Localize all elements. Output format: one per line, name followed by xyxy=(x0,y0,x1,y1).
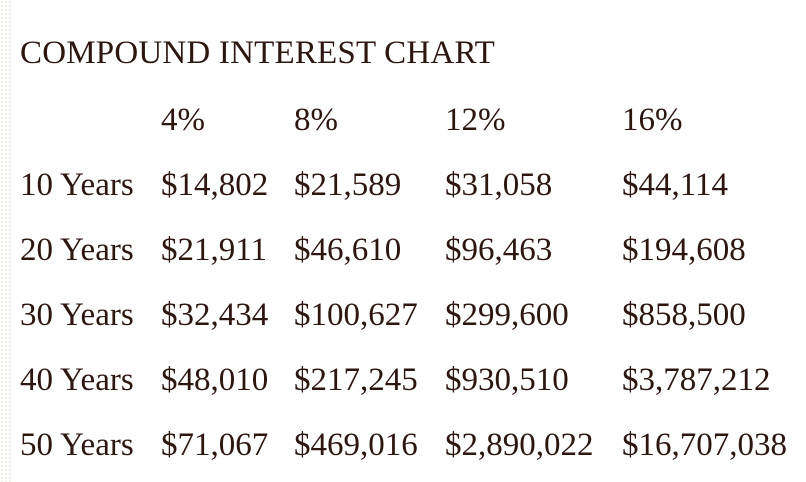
row-label: 50 Years xyxy=(20,427,134,463)
left-edge-texture xyxy=(0,0,12,482)
value-cell: $858,500 xyxy=(622,297,746,333)
table-row: 30 Years $32,434 $100,627 $299,600 $858,500 xyxy=(20,283,806,348)
value-cell: $21,589 xyxy=(294,167,402,203)
value-cell: $96,463 xyxy=(445,232,553,268)
value-cell: $44,114 xyxy=(622,167,729,203)
value-cell: $217,245 xyxy=(294,362,418,398)
value-cell: $21,911 xyxy=(161,232,268,268)
value-cell: $299,600 xyxy=(445,297,569,333)
table-row: 10 Years $14,802 $21,589 $31,058 $44,114 xyxy=(20,153,806,218)
row-label: 20 Years xyxy=(20,232,134,268)
column-header: 4% xyxy=(161,102,205,138)
value-cell: $32,434 xyxy=(161,297,269,333)
row-label: 40 Years xyxy=(20,362,134,398)
value-cell: $3,787,212 xyxy=(622,362,771,398)
value-cell: $31,058 xyxy=(445,167,553,203)
value-cell: $194,608 xyxy=(622,232,746,268)
column-header: 16% xyxy=(622,102,683,138)
value-cell: $469,016 xyxy=(294,427,418,463)
header-row: 4% 8% 12% 16% xyxy=(20,88,806,153)
row-label: 10 Years xyxy=(20,167,134,203)
value-cell: $930,510 xyxy=(445,362,569,398)
value-cell: $71,067 xyxy=(161,427,269,463)
column-header: 12% xyxy=(445,102,506,138)
value-cell: $46,610 xyxy=(294,232,402,268)
value-cell: $14,802 xyxy=(161,167,269,203)
column-header: 8% xyxy=(294,102,338,138)
value-cell: $16,707,038 xyxy=(622,427,787,463)
table-row: 40 Years $48,010 $217,245 $930,510 $3,787,21… xyxy=(20,348,806,413)
corner-cell xyxy=(20,88,161,153)
page-title: COMPOUND INTEREST CHART xyxy=(20,35,496,71)
row-label: 30 Years xyxy=(20,297,134,333)
compound-interest-table: 4% 8% 12% 16% 10 Years $14,802 $21,589 $31,058… xyxy=(20,88,806,478)
table-row: 50 Years $71,067 $469,016 $2,890,022 $16,707… xyxy=(20,413,806,478)
value-cell: $48,010 xyxy=(161,362,269,398)
value-cell: $100,627 xyxy=(294,297,418,333)
table-row: 20 Years $21,911 $46,610 $96,463 $194,608 xyxy=(20,218,806,283)
value-cell: $2,890,022 xyxy=(445,427,594,463)
